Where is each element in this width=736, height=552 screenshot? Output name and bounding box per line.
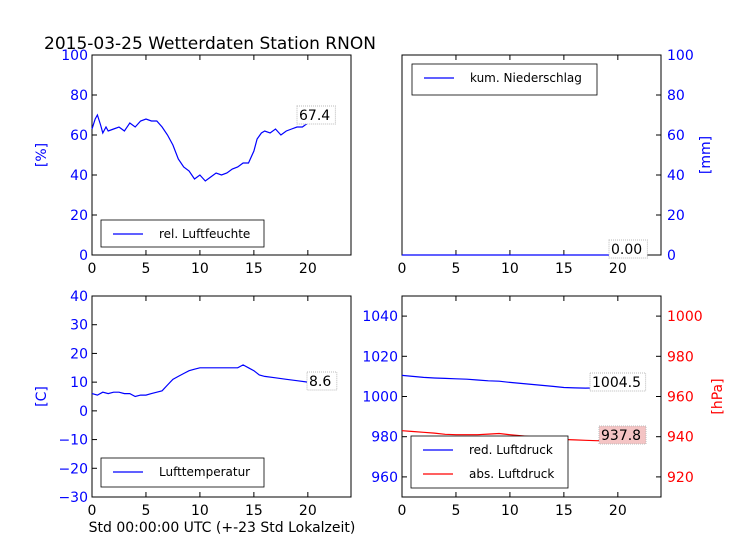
x-axis-label: Std 00:00:00 UTC (+-23 Std Lokalzeit) [89,520,356,536]
y-tick-label: 1020 [362,349,398,365]
series-line [91,113,330,182]
value-annotation: 937.8 [601,428,641,444]
x-tick-label: 5 [141,503,150,519]
y-tick-label: 40 [70,289,88,305]
x-tick-label: 10 [501,261,519,277]
x-tick-label: 0 [88,261,97,277]
legend-label: rel. Luftfeuchte [159,227,250,241]
y-axis-label: [mm] [698,136,714,174]
x-tick-label: 10 [501,503,519,519]
value-annotation-box [296,105,336,125]
y-tick-label: 980 [371,430,398,446]
y-tick-label: 0 [79,404,88,420]
y-tick-label: 1000 [362,390,398,406]
y-axis-label: [%] [34,143,50,167]
legend-box [411,63,598,96]
value-annotation: 67.4 [299,108,330,124]
value-annotation: 0.00 [611,242,642,258]
y-tick-label: 10 [70,375,88,391]
y-tick-label: 80 [667,88,685,104]
y-tick-label: 920 [667,470,694,486]
chart-precip: 0 5 10 15 20 0 20 40 60 80 100 [mm] 0.00 kum. Nieders… [398,48,714,277]
y-axis-label-right: [hPa] [710,378,726,414]
y-tick-label: 20 [70,208,88,224]
y-axis-label: [C] [34,386,50,407]
y-tick-label: 100 [667,48,694,64]
y-tick-label: 940 [667,430,694,446]
value-annotation-box [608,239,648,259]
y-tick-label: −30 [58,490,88,506]
y-tick-label: −10 [58,433,88,449]
x-tick-label: 20 [609,503,627,519]
y-tick-label: 30 [70,318,88,334]
chart-pressure: 0 5 10 15 20 960 980 1000 1020 1040 920 940 960 980 10… [362,295,726,519]
x-tick-label: 0 [88,503,97,519]
value-annotation: 1004.5 [592,375,641,391]
y-tick-label: 60 [70,128,88,144]
value-annotation-box [589,372,647,392]
x-tick-label: 10 [191,261,209,277]
x-tick-label: 0 [398,503,407,519]
x-tick-label: 20 [299,261,317,277]
x-tick-label: 15 [555,261,573,277]
y-tick-label: 960 [371,470,398,486]
y-tick-label: 40 [70,168,88,184]
value-annotation-box [598,425,647,445]
legend-label: kum. Niederschlag [470,71,582,85]
chart-humidity: 0 5 10 15 20 0 20 40 60 80 100 [%] 67.4 rel. Luftfeuc… [34,48,352,277]
y-tick-label: 960 [667,390,694,406]
legend-label: red. Luftdruck [469,443,553,457]
y-tick-label: 80 [70,88,88,104]
x-tick-label: 15 [245,503,263,519]
legend-label: abs. Luftdruck [469,467,554,481]
chart-temperature: 0 5 10 15 20 −30 −20 −10 0 10 20 30 40 [C] 8.6 Lufttemp… [34,289,352,519]
legend-box [410,435,569,489]
series-line [91,364,330,398]
legend-label: Lufttemperatur [159,465,250,479]
x-tick-label: 5 [451,261,460,277]
y-tick-label: 100 [61,48,88,64]
x-tick-label: 10 [191,503,209,519]
x-tick-label: 5 [451,503,460,519]
y-tick-label: −20 [58,461,88,477]
y-tick-label: 980 [667,349,694,365]
y-tick-label: 40 [667,168,685,184]
value-annotation-box [306,371,338,391]
y-tick-label: 1040 [362,309,398,325]
x-tick-label: 5 [141,261,150,277]
x-tick-label: 20 [609,261,627,277]
y-tick-label: 20 [70,346,88,362]
y-tick-label: 60 [667,128,685,144]
x-tick-label: 20 [299,503,317,519]
y-tick-label: 0 [667,248,676,264]
x-tick-label: 15 [555,503,573,519]
y-tick-label: 0 [79,248,88,264]
y-tick-label: 20 [667,208,685,224]
x-tick-label: 0 [398,261,407,277]
figure-title: 2015-03-25 Wetterdaten Station RNON [44,34,376,54]
x-tick-label: 15 [245,261,263,277]
value-annotation: 8.6 [309,374,331,390]
y-tick-label: 1000 [667,309,703,325]
